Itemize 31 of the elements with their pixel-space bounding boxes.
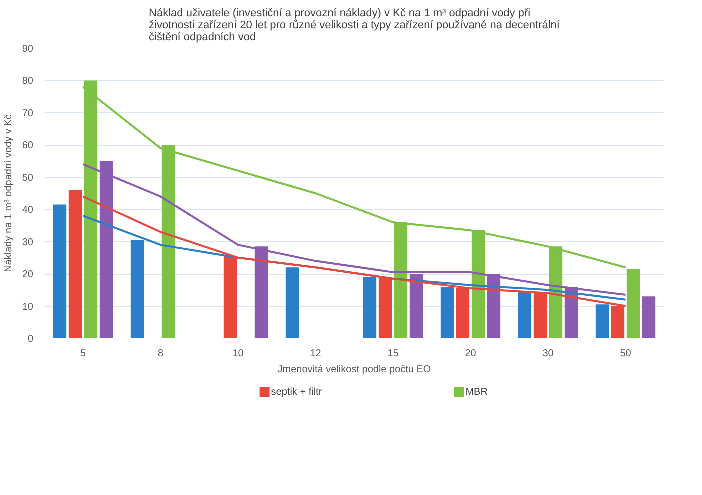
y-axis-title: Náklady na 1 m³ odpadní vody v Kč — [3, 114, 14, 272]
bar — [53, 204, 67, 338]
x-tick-label: 10 — [232, 348, 244, 360]
x-tick-label: 20 — [465, 348, 477, 360]
y-tick-label: 80 — [22, 76, 34, 88]
x-axis-title: Jmenovitá velikost podle počtu EO — [278, 364, 432, 376]
bar — [286, 268, 300, 338]
y-tick-label: 20 — [22, 270, 34, 281]
bar — [642, 296, 656, 338]
x-tick-label: 30 — [542, 348, 554, 360]
bar — [518, 292, 532, 338]
y-tick-label: 10 — [22, 302, 34, 313]
x-tick-label: 5 — [80, 348, 86, 360]
y-tick-label: 90 — [22, 44, 34, 55]
bar — [596, 304, 610, 338]
bar — [440, 286, 454, 338]
y-tick-label: 50 — [22, 172, 34, 184]
legend-label: MBR — [466, 387, 488, 398]
x-tick-label: 12 — [310, 348, 322, 360]
x-tick-label: 50 — [620, 348, 632, 360]
legend-label: septik + filtr — [271, 387, 323, 398]
y-tick-label: 30 — [22, 237, 34, 248]
y-tick-label: 40 — [22, 205, 34, 216]
y-tick-label: 60 — [22, 140, 34, 152]
bar — [626, 269, 640, 338]
x-tick-label: 15 — [388, 348, 400, 360]
y-tick-label: 0 — [28, 334, 34, 345]
bar — [363, 277, 377, 338]
y-tick-label: 70 — [22, 108, 34, 120]
chart-title: Náklad uživatele (investiční a provozní náklady) v Kč na 1 m³ odpadní vody při životnosti zařízení 20 let pro různé velikosti a typy zařízení používané na decentrální čištění odpadních vod — [149, 8, 561, 44]
x-tick-label: 8 — [158, 348, 164, 360]
